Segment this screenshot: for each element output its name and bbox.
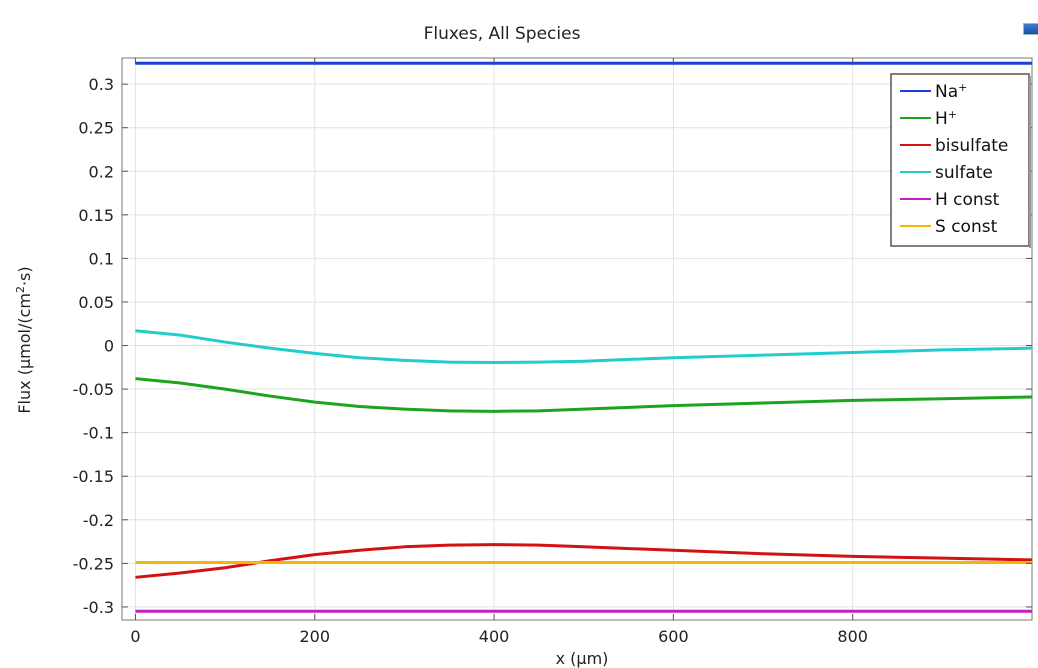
legend-label-h-const: H const bbox=[935, 190, 1000, 210]
y-tick-label: -0.2 bbox=[83, 511, 114, 530]
legend-box bbox=[890, 73, 1030, 247]
y-tick-label: 0.15 bbox=[78, 206, 114, 225]
y-tick-label: -0.15 bbox=[73, 467, 114, 486]
y-tick-label: 0.25 bbox=[78, 119, 114, 138]
series-line-bisulfate bbox=[135, 543, 1033, 579]
y-tick-label: 0.1 bbox=[89, 249, 114, 268]
legend-label-bisulfate: bisulfate bbox=[935, 136, 1008, 156]
y-tick-label: -0.1 bbox=[83, 424, 114, 443]
x-tick-label: 400 bbox=[479, 627, 510, 646]
plot-frame bbox=[121, 57, 1033, 621]
x-tick-label: 0 bbox=[130, 627, 140, 646]
x-tick-label: 800 bbox=[837, 627, 868, 646]
y-tick-label: -0.05 bbox=[73, 380, 114, 399]
y-tick-label: 0.2 bbox=[89, 162, 114, 181]
series-line-h bbox=[135, 377, 1033, 413]
chart-title: Fluxes, All Species bbox=[424, 24, 581, 44]
x-tick-label: 200 bbox=[299, 627, 330, 646]
legend-label-s-const: S const bbox=[935, 217, 998, 237]
x-axis-ticks: 0 200 400 600 800 bbox=[130, 58, 868, 646]
legend-shadow bbox=[1029, 76, 1031, 248]
x-tick-label: 600 bbox=[658, 627, 689, 646]
window-icon[interactable] bbox=[1023, 23, 1038, 35]
series-lines bbox=[135, 61, 1033, 613]
series-line-sulfate bbox=[135, 329, 1033, 365]
y-axis-ticks: 0.3 0.25 0.2 0.15 0.1 0.05 0 -0.05 -0.1 -0.15 -0.2… bbox=[73, 75, 1032, 617]
legend-label-sulfate: sulfate bbox=[935, 163, 993, 183]
x-axis-label: x (µm) bbox=[556, 649, 609, 668]
y-tick-label: -0.3 bbox=[83, 598, 114, 617]
y-tick-label: 0.3 bbox=[89, 75, 114, 94]
y-tick-label: 0.05 bbox=[78, 293, 114, 312]
y-axis-label: Flux (µmol/(cm2·s) bbox=[14, 266, 35, 413]
y-tick-label: 0 bbox=[104, 337, 114, 356]
y-tick-label: -0.25 bbox=[73, 554, 114, 573]
